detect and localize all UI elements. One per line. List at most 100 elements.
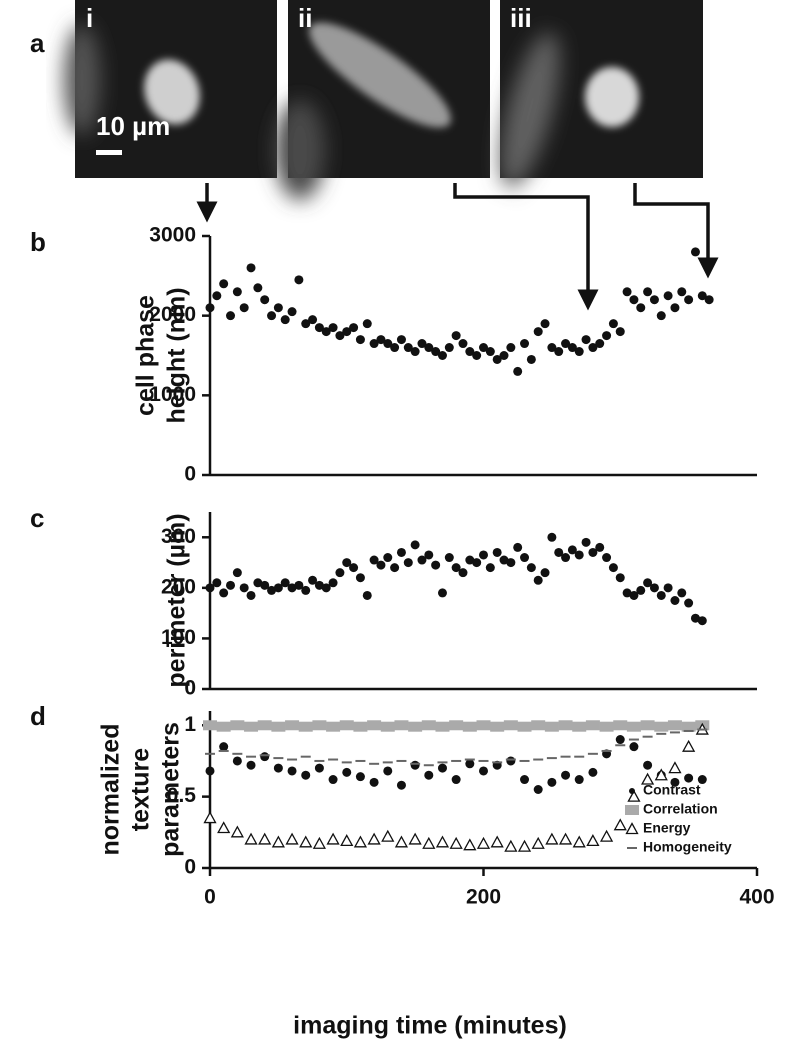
point [280,315,290,325]
point [677,287,687,297]
point [485,347,495,357]
point [390,343,400,353]
point [643,578,653,588]
point [561,339,571,349]
point [267,585,277,595]
point [230,825,244,838]
point [444,553,454,563]
point [677,588,687,598]
y-tick-label: 0 [184,463,196,486]
x-axis-label: imaging time (minutes) [293,1012,567,1040]
point [217,821,231,834]
point [273,303,283,313]
point [205,303,215,313]
point [667,720,682,731]
point [506,756,516,766]
point [232,568,242,578]
point [301,585,311,595]
point [608,319,618,329]
point [355,335,365,345]
point [340,834,354,847]
point [526,563,536,573]
point [479,766,488,776]
point [629,295,639,305]
point [239,583,249,593]
point [663,291,673,301]
point [410,760,420,770]
point [203,720,217,731]
point [520,339,530,349]
point [431,560,441,570]
point [205,766,215,776]
point [424,343,434,353]
legend-marker [629,788,635,794]
point [260,580,270,590]
point [670,596,680,605]
point [294,580,304,590]
point [697,775,707,785]
point [690,247,700,257]
point [253,283,263,293]
point [226,311,236,321]
point [684,295,694,305]
point [492,547,502,557]
image-label: i [86,3,93,33]
point [424,770,434,780]
point [588,767,598,777]
point [540,319,550,329]
point [476,720,491,731]
image-label: iii [510,3,532,33]
point [513,542,523,552]
point [219,279,229,289]
point [314,323,324,333]
point [636,585,646,595]
point [682,739,696,752]
point [574,775,584,785]
point [479,550,488,560]
point [599,721,614,732]
point [506,343,516,353]
point [458,568,468,578]
point [326,832,340,845]
point [545,832,559,845]
point [232,756,242,766]
point [314,580,324,590]
point [670,777,680,787]
point [260,752,270,762]
point [561,553,571,563]
point [622,588,632,598]
point [595,542,605,552]
point [244,721,259,732]
point [410,540,420,550]
point [435,721,450,732]
point [572,835,586,848]
y-axis-label: height (nm) [163,287,191,423]
point [451,331,461,341]
point [704,295,714,305]
scale-bar-label: 10 µm [96,111,170,141]
point [280,578,290,588]
point [267,311,277,321]
point [558,720,573,731]
point [328,578,338,588]
point [239,303,249,313]
panel-label: c [30,503,44,533]
point [437,351,447,360]
point [394,835,409,848]
point [463,838,477,851]
point [212,291,222,301]
point [367,832,381,845]
point [499,555,509,565]
point [335,568,345,578]
arrows [196,183,719,311]
point [490,835,504,848]
point [287,307,297,317]
point [567,343,577,353]
point [444,343,454,353]
point [437,763,447,773]
point [533,575,543,585]
point [301,770,311,780]
point [369,555,379,565]
point [533,785,543,794]
point [321,327,331,337]
